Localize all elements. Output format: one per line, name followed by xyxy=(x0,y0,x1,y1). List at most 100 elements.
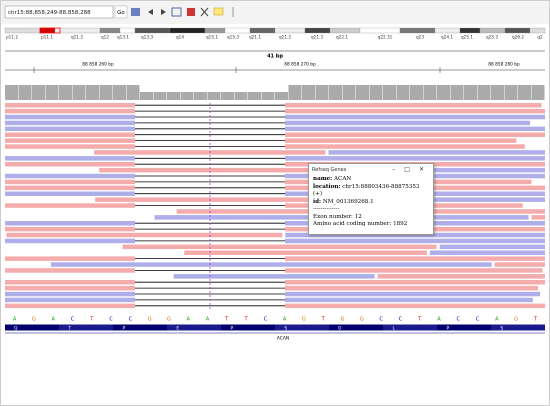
amino-acid: S xyxy=(500,325,503,331)
coverage-bar xyxy=(32,85,45,100)
base: G xyxy=(167,317,171,323)
base: T xyxy=(224,317,229,323)
band xyxy=(434,27,461,34)
read xyxy=(285,103,542,108)
base: A xyxy=(495,317,499,323)
coverage-bar xyxy=(86,85,99,100)
read xyxy=(173,274,375,279)
popup-icon[interactable] xyxy=(213,7,224,16)
coverage-bar xyxy=(491,85,504,100)
name-row: name: ACAN xyxy=(313,176,429,184)
band-label: q15.3 xyxy=(227,35,239,40)
band-label: q26.2 xyxy=(512,35,524,40)
amino-acid-cell xyxy=(59,324,113,331)
read xyxy=(377,274,545,279)
coverage-bar xyxy=(234,92,248,100)
window-controls[interactable]: –□✕ xyxy=(392,166,433,173)
band xyxy=(359,27,401,34)
ruler-label: 88 858 260 bp xyxy=(82,62,114,68)
read xyxy=(5,303,135,309)
read xyxy=(285,132,545,137)
band xyxy=(329,27,361,34)
base: A xyxy=(437,317,441,323)
forward-icon[interactable] xyxy=(161,9,166,15)
read xyxy=(328,150,545,155)
band-label: q11.2 xyxy=(71,35,83,40)
band-label: q2 xyxy=(537,35,543,40)
band-label: p11.2 xyxy=(6,35,18,40)
coverage-bar xyxy=(261,92,275,100)
read xyxy=(285,232,545,238)
read xyxy=(5,120,135,126)
band xyxy=(224,27,251,34)
read xyxy=(429,250,545,255)
base: T xyxy=(533,317,538,323)
read xyxy=(285,238,545,244)
coverage-bar xyxy=(5,85,18,100)
back-icon[interactable] xyxy=(148,9,153,15)
read xyxy=(5,285,135,291)
coverage-bar xyxy=(437,85,450,100)
coverage-bar xyxy=(315,85,329,100)
coverage-bar xyxy=(248,92,261,100)
coverage-bar xyxy=(45,85,59,100)
read xyxy=(5,156,135,161)
read xyxy=(122,244,437,250)
amino-acid: P xyxy=(122,325,125,331)
base: G xyxy=(302,317,306,323)
band-label: q21.1 xyxy=(249,35,261,40)
read xyxy=(439,244,545,250)
value: NM_001369268.1 xyxy=(322,198,374,205)
amino-acid: E xyxy=(176,325,179,331)
band xyxy=(304,27,331,34)
base: C xyxy=(379,317,383,323)
sequence-track: A G A C T C C G G A A T T C A G T G G C C T A C C A G TQ T P E P S G L P S xyxy=(5,317,545,331)
band xyxy=(504,27,531,34)
amino-acid: T xyxy=(67,325,71,331)
alignment-track xyxy=(5,103,546,310)
base: A xyxy=(206,317,210,323)
coverage-bar xyxy=(126,85,140,100)
read xyxy=(285,285,539,291)
home-icon[interactable] xyxy=(131,8,140,16)
read xyxy=(5,138,135,143)
amino-acid: P xyxy=(446,325,449,331)
band-label: q25.3 xyxy=(486,35,498,40)
read xyxy=(285,256,545,261)
base: A xyxy=(13,317,17,323)
read xyxy=(285,268,543,273)
read xyxy=(5,162,135,167)
read xyxy=(531,215,545,220)
band-label: q12 xyxy=(101,35,109,40)
band-label: q21.3 xyxy=(311,35,323,40)
read xyxy=(401,197,545,202)
refresh-icon[interactable] xyxy=(171,7,182,17)
aa-row: Amino acid coding number: 1892 xyxy=(313,221,408,227)
read xyxy=(99,167,332,173)
go-button[interactable] xyxy=(114,5,128,19)
read xyxy=(285,303,545,309)
base: T xyxy=(417,317,422,323)
band-label: q21.2 xyxy=(279,35,291,40)
roi-icon[interactable] xyxy=(187,8,195,16)
coverage-bar xyxy=(464,85,477,100)
band xyxy=(169,27,206,34)
locus-box[interactable] xyxy=(4,5,114,19)
read xyxy=(6,232,283,238)
read xyxy=(5,126,135,132)
close-icon[interactable] xyxy=(200,7,209,17)
read xyxy=(5,179,135,185)
coverage-bar xyxy=(410,85,423,100)
coverage-bar xyxy=(383,85,396,100)
coverage-bar xyxy=(221,92,234,100)
base: T xyxy=(89,317,94,323)
ideogram: p11.2 p11.1 q11.2 q12 q13.1 q13.3 q14 q15.1 q15.… xyxy=(4,27,546,40)
popup-title: Refseq Genes xyxy=(312,166,347,173)
label: id: xyxy=(313,198,322,205)
band xyxy=(399,27,436,34)
band-label: q23 xyxy=(416,35,424,40)
amino-acid-cell xyxy=(113,324,167,331)
coverage-bar xyxy=(140,92,153,100)
